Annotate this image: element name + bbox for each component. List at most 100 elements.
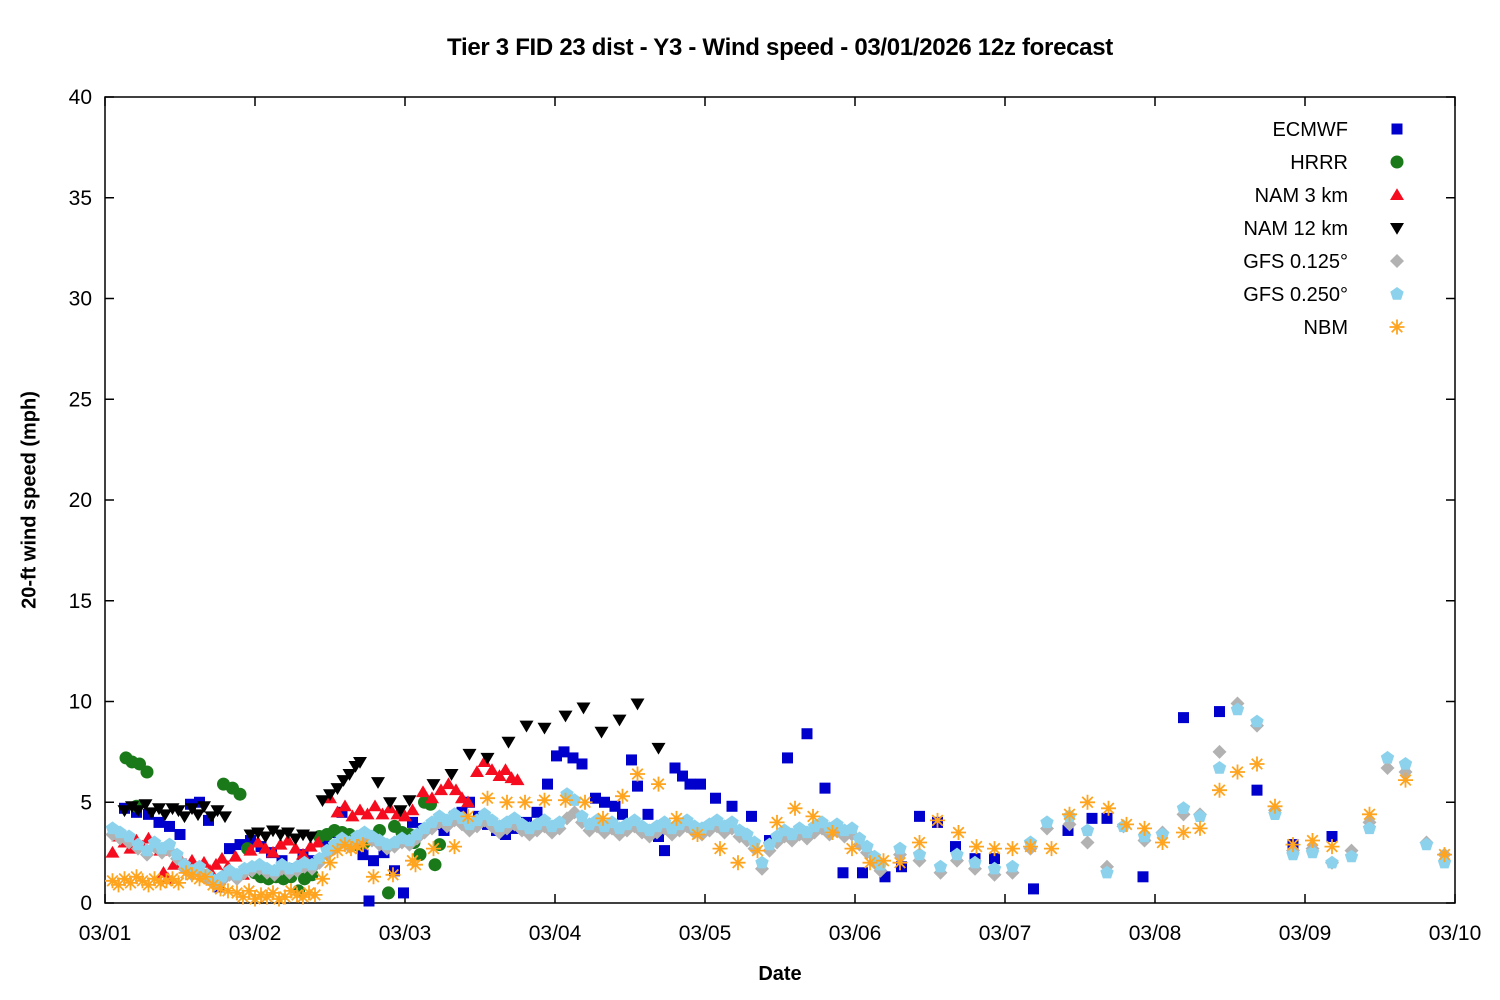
data-point-nbm (987, 841, 1002, 857)
data-point-nbm (117, 871, 132, 887)
data-point-nam-12-km (171, 805, 186, 818)
data-point-nam-12-km (185, 803, 199, 816)
data-point-nbm (277, 889, 293, 905)
data-point-ecmwf (746, 810, 757, 822)
data-point-nbm (1155, 835, 1170, 850)
data-point-ecmwf (438, 824, 450, 836)
data-point-ecmwf (224, 843, 235, 855)
data-point-nbm (712, 841, 728, 857)
x-tick-label: 03/08 (1129, 922, 1182, 945)
data-point-nam-3-km (273, 837, 288, 850)
data-point-nam-3-km (461, 795, 475, 808)
data-point-nam-3-km (303, 839, 318, 852)
data-point-ecmwf (336, 806, 348, 818)
x-tick-label: 03/09 (1279, 922, 1332, 945)
data-point-nam-12-km (336, 775, 351, 787)
data-point-nam-3-km (258, 841, 273, 854)
data-point-nbm (295, 889, 311, 905)
data-point-ecmwf (837, 867, 849, 879)
data-point-nbm (141, 877, 156, 893)
legend-marker-gfs-0-250- (1390, 287, 1404, 300)
data-point-nbm (730, 855, 746, 871)
data-point-ecmwf (879, 871, 891, 883)
data-point-nbm (289, 887, 305, 903)
data-point-nam-3-km (167, 857, 181, 870)
data-point-nbm (301, 885, 317, 901)
data-point-ecmwf (695, 778, 706, 790)
data-point-nbm (315, 871, 330, 887)
data-point-ecmwf (500, 828, 511, 840)
legend-marker-ecmwf (1391, 123, 1403, 135)
data-point-nbm (171, 875, 186, 891)
data-point-ecmwf (363, 895, 375, 907)
data-point-ecmwf (710, 792, 721, 804)
data-point-nbm (769, 814, 785, 830)
data-point-ecmwf (551, 750, 562, 762)
data-point-nbm (105, 873, 120, 889)
data-point-nam-3-km (243, 843, 258, 856)
data-point-ecmwf (398, 887, 409, 899)
data-point-gfs-0-125- (1212, 744, 1227, 759)
data-point-nbm (271, 891, 287, 907)
data-point-nbm (951, 825, 966, 840)
data-point-nbm (825, 825, 840, 840)
data-point-nam-3-km (360, 807, 375, 820)
data-point-nam-3-km (434, 783, 448, 796)
data-point-nbm (283, 883, 299, 899)
data-point-ecmwf (599, 796, 610, 808)
data-point-nam-12-km (612, 714, 627, 727)
data-point-gfs-0-250- (740, 827, 754, 841)
data-point-gfs-0-250- (852, 831, 867, 845)
data-point-ecmwf (1214, 706, 1225, 718)
data-point-ecmwf (590, 792, 601, 804)
x-tick-label: 03/05 (679, 922, 732, 945)
data-point-nbm (229, 885, 245, 901)
legend-label-nam-3-km: NAM 3 km (1255, 185, 1348, 207)
data-point-gfs-0-250- (170, 847, 184, 861)
data-point-nam-3-km (510, 773, 525, 786)
data-point-nbm (147, 871, 162, 887)
data-point-gfs-0-250- (1325, 855, 1339, 869)
data-point-nam-12-km (444, 769, 459, 781)
data-point-gfs-0-250- (1286, 847, 1300, 861)
data-point-nbm (1285, 837, 1301, 853)
data-point-nbm (876, 853, 891, 869)
data-point-nam-12-km (144, 807, 159, 820)
data-point-nam-12-km (353, 756, 367, 769)
data-point-nam-12-km (218, 811, 232, 824)
data-point-ecmwf (819, 782, 831, 794)
data-point-nbm (159, 873, 174, 889)
data-point-nam-3-km (345, 809, 360, 822)
data-point-gfs-0-250- (950, 847, 964, 861)
data-point-nam-12-km (288, 833, 303, 846)
data-point-gfs-0-250- (1005, 859, 1020, 873)
data-point-nbm (366, 869, 381, 885)
data-point-nam-12-km (594, 726, 609, 739)
data-point-ecmwf (896, 861, 907, 873)
data-point-ecmwf (1101, 812, 1113, 824)
data-point-nam-3-km (353, 803, 367, 816)
data-point-nam-12-km (303, 831, 318, 844)
data-point-nam-12-km (393, 805, 408, 818)
data-point-nam-3-km (266, 845, 280, 858)
data-point-nam-3-km (330, 805, 345, 818)
data-point-nbm (595, 810, 611, 826)
data-point-ecmwf (609, 800, 621, 812)
data-point-nbm (615, 788, 630, 804)
x-tick-label: 03/06 (829, 922, 882, 945)
data-point-nbm (178, 865, 194, 881)
legend-label-ecmwf: ECMWF (1272, 119, 1348, 141)
legend-label-gfs-0-250-: GFS 0.250° (1243, 284, 1348, 306)
data-point-nam-12-km (480, 752, 495, 765)
data-point-ecmwf (378, 847, 390, 859)
y-tick-label: 0 (80, 892, 92, 915)
data-point-ecmwf (1028, 883, 1039, 895)
legend-label-hrrr: HRRR (1290, 152, 1348, 174)
data-point-hrrr (140, 765, 154, 779)
data-point-gfs-0-250- (1193, 809, 1207, 822)
data-point-nbm (537, 792, 552, 808)
data-point-ecmwf (542, 778, 553, 790)
data-point-nam-12-km (558, 710, 573, 723)
data-point-gfs-0-250- (933, 859, 948, 873)
